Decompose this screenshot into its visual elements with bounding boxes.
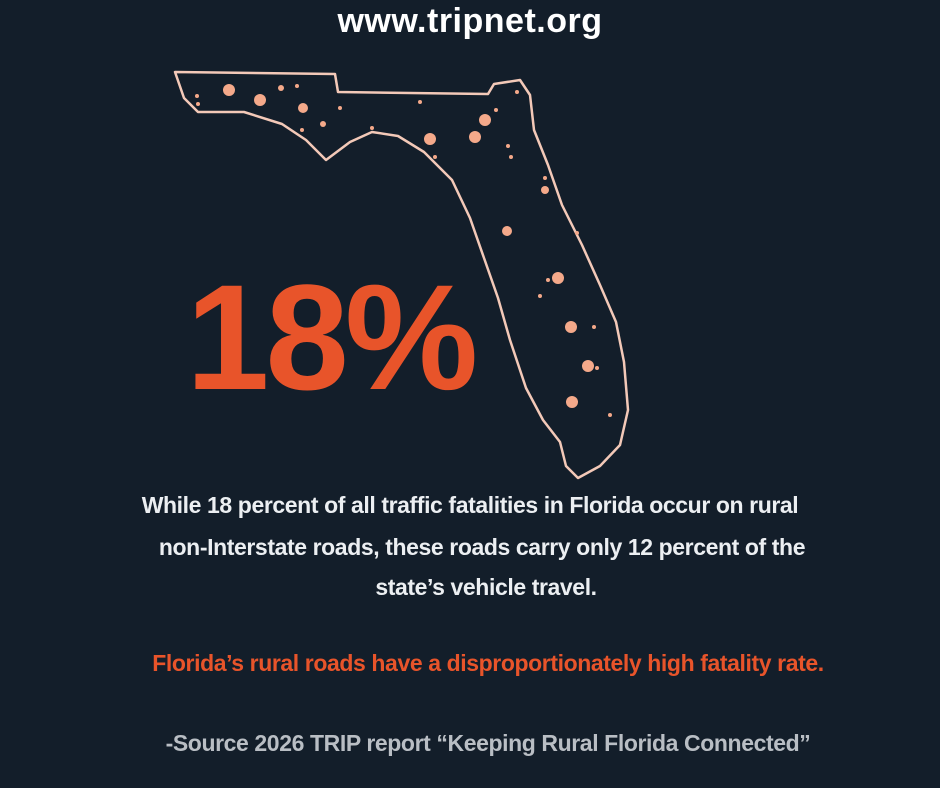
highlight-text: Florida’s rural roads have a disproporti…: [152, 650, 824, 676]
body-line: non-Interstate roads, these roads carry …: [158, 534, 806, 560]
florida-outline: [173, 70, 630, 480]
big-stat: 18%: [186, 253, 478, 421]
body-line: While 18 percent of all traffic fataliti…: [141, 492, 799, 518]
city-dots: [195, 84, 612, 417]
source-text: -Source 2026 TRIP report “Keeping Rural …: [165, 730, 811, 756]
body-line: state’s vehicle travel.: [375, 574, 597, 600]
website-url: www.tripnet.org: [337, 2, 603, 40]
